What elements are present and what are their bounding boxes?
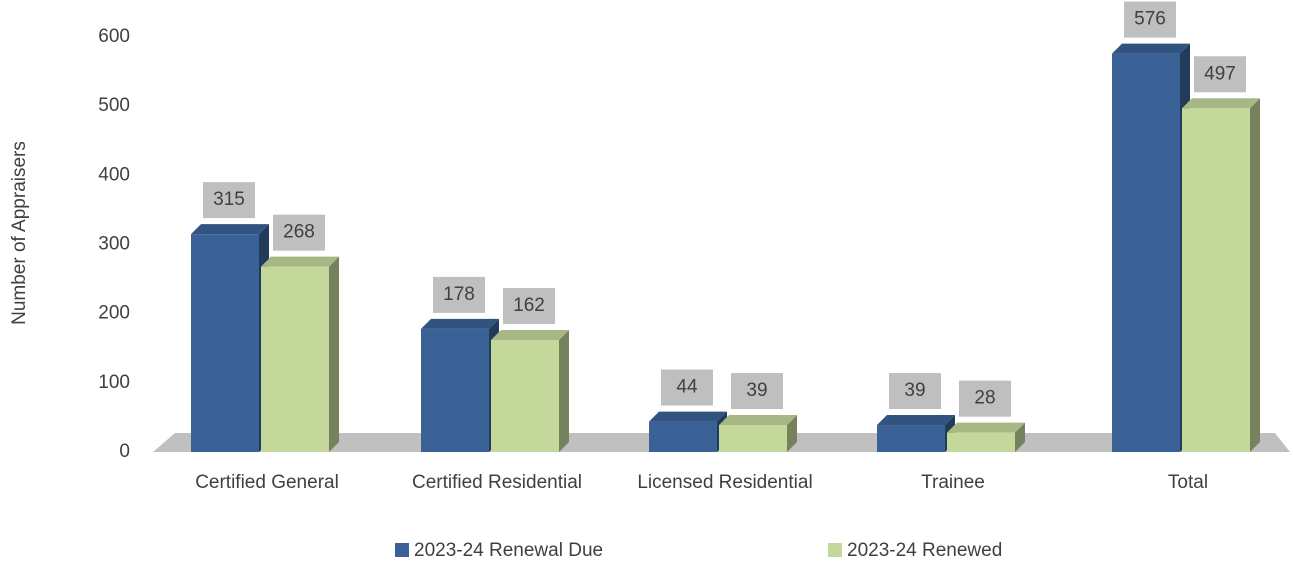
bar [261, 266, 329, 452]
data-label-box [889, 373, 941, 410]
x-tick-label: Certified General [195, 472, 339, 493]
y-tick-label: 0 [119, 441, 130, 462]
bar [1112, 53, 1180, 452]
bar [1182, 108, 1250, 452]
data-label-box [959, 380, 1011, 417]
bar-top [947, 422, 1025, 433]
y-axis-label: Number of Appraisers [9, 141, 30, 325]
bar-top [491, 329, 569, 340]
data-label: 44 [676, 377, 698, 398]
bar [719, 425, 787, 452]
legend-swatch [395, 543, 409, 557]
data-label-box [731, 373, 783, 410]
data-label: 268 [283, 222, 315, 243]
bar-side [1015, 422, 1025, 452]
y-tick-label: 500 [98, 95, 130, 116]
y-tick-label: 600 [98, 26, 130, 47]
y-tick-label: 100 [98, 372, 130, 393]
bar-top [877, 415, 955, 426]
data-label-box [1194, 56, 1246, 93]
data-label: 162 [513, 295, 545, 316]
x-tick-label: Total [1168, 472, 1208, 493]
data-label: 39 [746, 380, 767, 401]
bar-top [649, 411, 727, 422]
bar [491, 339, 559, 452]
legend-label: 2023-24 Renewal Due [414, 540, 603, 561]
data-label-box [433, 276, 485, 313]
legend-swatch [828, 543, 842, 557]
data-label-box [503, 287, 555, 324]
bar [947, 432, 1015, 452]
y-tick-label: 300 [98, 234, 130, 255]
data-label-box [273, 214, 325, 251]
data-label: 39 [904, 380, 925, 401]
data-label: 178 [443, 284, 475, 305]
bar [421, 328, 489, 452]
data-label: 576 [1134, 9, 1166, 30]
data-label-box [203, 182, 255, 219]
x-tick-label: Trainee [921, 472, 985, 493]
bar-top [191, 224, 269, 235]
bar-side [1250, 98, 1260, 452]
bar [877, 425, 945, 452]
data-label: 28 [974, 388, 995, 409]
bar [649, 421, 717, 452]
x-tick-label: Licensed Residential [637, 472, 812, 493]
bar-top [421, 318, 499, 329]
data-label: 497 [1204, 63, 1236, 84]
bar [191, 234, 259, 452]
bar-top [1182, 98, 1260, 109]
bar-side [559, 329, 569, 452]
data-label-box [1124, 1, 1176, 38]
legend-label: 2023-24 Renewed [847, 540, 1002, 561]
data-label-box [661, 369, 713, 406]
x-tick-label: Certified Residential [412, 472, 582, 493]
bar-side [329, 256, 339, 452]
bar-top [1112, 43, 1190, 54]
y-tick-label: 400 [98, 164, 130, 185]
data-label: 315 [213, 189, 245, 210]
bar-side [787, 415, 797, 452]
y-tick-label: 200 [98, 303, 130, 324]
bar-top [261, 256, 339, 267]
bar-top [719, 415, 797, 426]
